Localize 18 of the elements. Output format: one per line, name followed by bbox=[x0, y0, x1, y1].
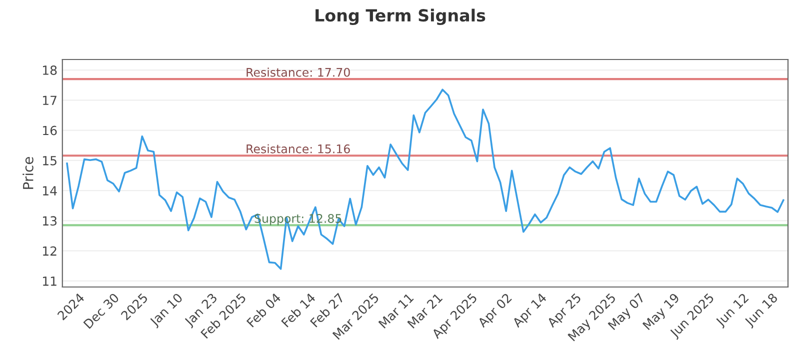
y-tick-label: 18 bbox=[43, 66, 57, 75]
x-tick-label: Jan 10 bbox=[148, 292, 185, 328]
x-tick-label: Dec 30 bbox=[83, 292, 120, 329]
y-tick-label: 15 bbox=[43, 156, 56, 166]
y-tick-label: 11 bbox=[43, 276, 56, 286]
y-tick-label: 16 bbox=[43, 126, 57, 136]
y-tick-label: 17 bbox=[43, 96, 56, 105]
chart-title: Long Term Signals bbox=[316, 8, 486, 26]
x-tick-label: Apr 02 bbox=[476, 292, 514, 330]
x-tick-label: Apr 14 bbox=[512, 292, 549, 330]
y-axis-title: Price bbox=[22, 157, 34, 189]
ref-line-label: Resistance: 15.16 bbox=[246, 144, 350, 154]
ref-line-label: Resistance: 17.70 bbox=[246, 68, 350, 77]
x-tick-label: Feb 04 bbox=[246, 292, 282, 328]
y-tick-label: 12 bbox=[43, 246, 56, 256]
y-tick-label: 13 bbox=[43, 216, 57, 226]
y-tick-label: 14 bbox=[43, 186, 57, 196]
line-series bbox=[66, 88, 784, 270]
